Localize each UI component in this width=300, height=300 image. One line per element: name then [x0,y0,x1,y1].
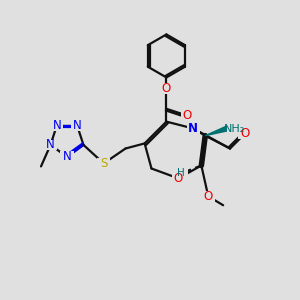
FancyBboxPatch shape [60,152,74,162]
Text: S: S [100,157,107,170]
Text: N: N [63,150,71,164]
Text: O: O [183,109,192,122]
Text: O: O [204,190,213,203]
FancyBboxPatch shape [181,110,194,121]
FancyBboxPatch shape [172,173,185,184]
FancyBboxPatch shape [202,191,215,202]
Text: O: O [240,127,250,140]
FancyBboxPatch shape [50,120,63,131]
FancyBboxPatch shape [97,158,110,169]
FancyBboxPatch shape [187,123,200,134]
Polygon shape [205,126,228,136]
Text: N: N [188,122,198,135]
Text: N: N [73,119,82,132]
FancyBboxPatch shape [70,120,84,131]
FancyBboxPatch shape [238,128,251,139]
Text: H: H [178,168,185,178]
Text: N: N [52,119,61,132]
Text: N: N [46,138,55,152]
FancyBboxPatch shape [175,168,188,179]
FancyBboxPatch shape [160,83,173,94]
FancyBboxPatch shape [227,123,242,134]
FancyBboxPatch shape [44,140,57,150]
Text: NH₂: NH₂ [224,124,245,134]
Text: O: O [162,82,171,95]
Text: O: O [174,172,183,185]
